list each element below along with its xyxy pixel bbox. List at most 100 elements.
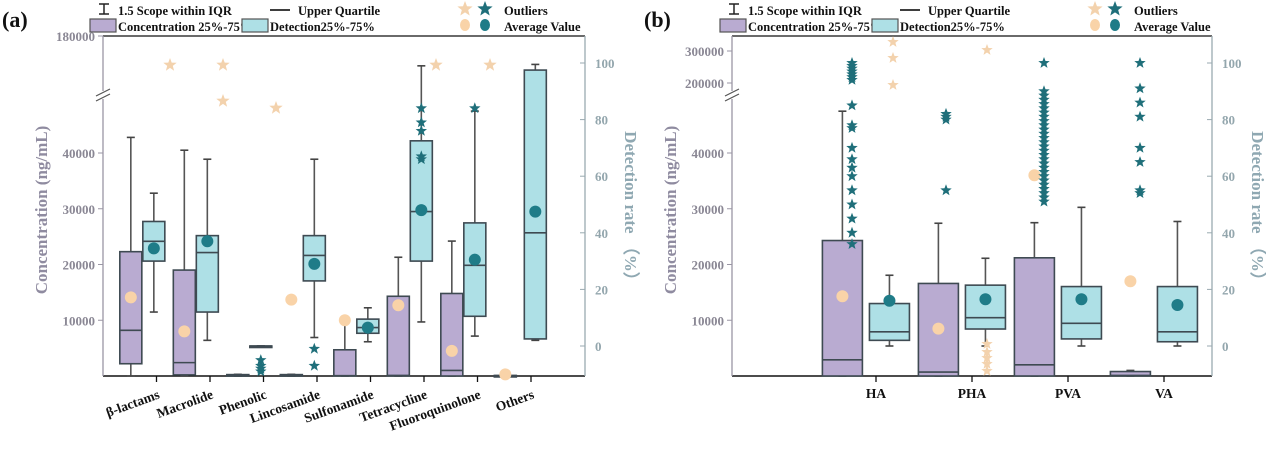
mean-dot: [1075, 293, 1088, 306]
mean-dot: [529, 205, 542, 218]
left-axis-title: Concentration (ng/mL): [32, 126, 51, 295]
detection-outlier-star: [415, 116, 427, 128]
detection-outlier-star: [1134, 96, 1146, 108]
det-box-swatch: [871, 18, 899, 33]
concentration-outlier-star: [981, 358, 993, 369]
mean-dot: [499, 368, 512, 381]
right-tick-label: 40: [1222, 226, 1235, 241]
detection-box: [356, 306, 380, 343]
panel-a: (a) 10000 20000 30000 40000 180000 0 20 40 60 80 10…: [2, 7, 641, 434]
mean-dot: [1028, 169, 1041, 182]
category-group: [226, 345, 273, 377]
detection-outlier-star: [1038, 57, 1050, 68]
left-tick-label: 40000: [63, 146, 96, 161]
conc-outlier-star-icon: [1087, 1, 1103, 16]
category-label: PVA: [1055, 386, 1081, 401]
legend-outliers-label: Outliers: [1134, 4, 1178, 18]
concentration-outlier-star: [887, 36, 899, 47]
conc-box-swatch: [89, 18, 117, 33]
mean-dot: [932, 322, 945, 335]
legend-conc-label: Concentration 25%-75%: [748, 20, 882, 34]
right-tick-label: 80: [595, 113, 608, 128]
detection-outlier-star: [469, 102, 481, 114]
iqr-box: [1013, 257, 1056, 377]
category-group: [917, 222, 1007, 377]
det-box-swatch: [241, 18, 269, 33]
mean-dot: [883, 294, 896, 307]
right-tick-label: 20: [1222, 282, 1235, 297]
right-tick-label: 20: [595, 282, 608, 297]
category-group: [386, 65, 434, 377]
detection-outlier-star: [415, 102, 427, 114]
right-tick-label: 100: [595, 56, 615, 71]
iqr-box: [333, 348, 357, 377]
detection-outlier-star: [255, 365, 267, 377]
detection-outlier-star: [940, 184, 952, 196]
concentration-outlier-star: [981, 346, 993, 357]
detection-outlier-star: [1134, 57, 1146, 68]
category-group: [440, 102, 487, 377]
detection-box: [409, 65, 434, 323]
mean-dot: [415, 204, 428, 217]
left-tick-label: 20000: [692, 258, 725, 273]
detection-box: [302, 158, 327, 339]
legend-whisker-label: 1.5 Scope within IQR: [748, 4, 863, 18]
right-tick-label: 0: [1222, 339, 1229, 354]
concentration-outlier-star: [216, 58, 230, 71]
mean-dot: [1124, 275, 1137, 288]
detection-outlier-star: [255, 354, 267, 365]
detection-outlier-star: [846, 198, 858, 210]
concentration-box: [1109, 275, 1152, 377]
mean-dot: [201, 235, 214, 248]
iqr-box: [523, 69, 548, 340]
detection-box: [249, 345, 273, 349]
detection-box: [1156, 220, 1199, 347]
concentration-outlier-star: [887, 52, 899, 63]
mean-dot: [285, 293, 298, 306]
concentration-box: [386, 256, 411, 377]
category-group: [493, 63, 548, 381]
right-axis-title: Detection rate （%）: [621, 131, 641, 289]
category-label: Macrolide: [154, 387, 215, 421]
category-group: [1013, 169, 1103, 377]
mean-dot: [836, 290, 849, 303]
detection-box: [964, 257, 1007, 347]
axis-break-mark: [95, 93, 111, 102]
detection-outlier-star: [846, 226, 858, 238]
det-mean-dot-icon: [1110, 19, 1120, 31]
category-group: [279, 158, 327, 377]
left-tick-label: 200000: [685, 76, 724, 91]
detection-outlier-star: [846, 184, 858, 196]
detection-box: [1060, 206, 1103, 347]
category-group: [172, 149, 220, 377]
left-tick-label: 40000: [692, 146, 725, 161]
legend-mean-label: Average Value: [504, 20, 581, 34]
mean-dot: [468, 253, 481, 266]
category-label: Others: [494, 387, 536, 415]
concentration-box: [917, 222, 960, 377]
left-axis-title: Concentration (ng/mL): [661, 126, 680, 295]
right-tick-label: 60: [1222, 169, 1235, 184]
right-tick-label: 60: [595, 169, 608, 184]
category-label: HA: [866, 386, 887, 401]
concentration-box: [279, 293, 304, 377]
legend-det-label: Detection25%-75%: [900, 20, 1005, 34]
iqr-box: [172, 269, 197, 376]
mean-dot: [1171, 298, 1184, 311]
axis-break-mark: [724, 88, 740, 97]
detection-outlier-star: [846, 99, 858, 111]
detection-box: [523, 63, 548, 342]
detection-box: [868, 274, 911, 347]
left-tick-label: 30000: [692, 202, 725, 217]
detection-box: [142, 192, 166, 313]
category-label: VA: [1155, 386, 1173, 401]
legend-det-label: Detection25%-75%: [270, 20, 375, 34]
panel-label: (b): [644, 7, 671, 32]
category-group: [333, 306, 380, 377]
det-mean-dot-icon: [480, 19, 490, 31]
legend-whisker-label: 1.5 Scope within IQR: [118, 4, 233, 18]
concentration-box: [440, 240, 464, 377]
right-tick-label: 100: [1222, 56, 1242, 71]
concentration-outlier-star: [887, 79, 899, 90]
